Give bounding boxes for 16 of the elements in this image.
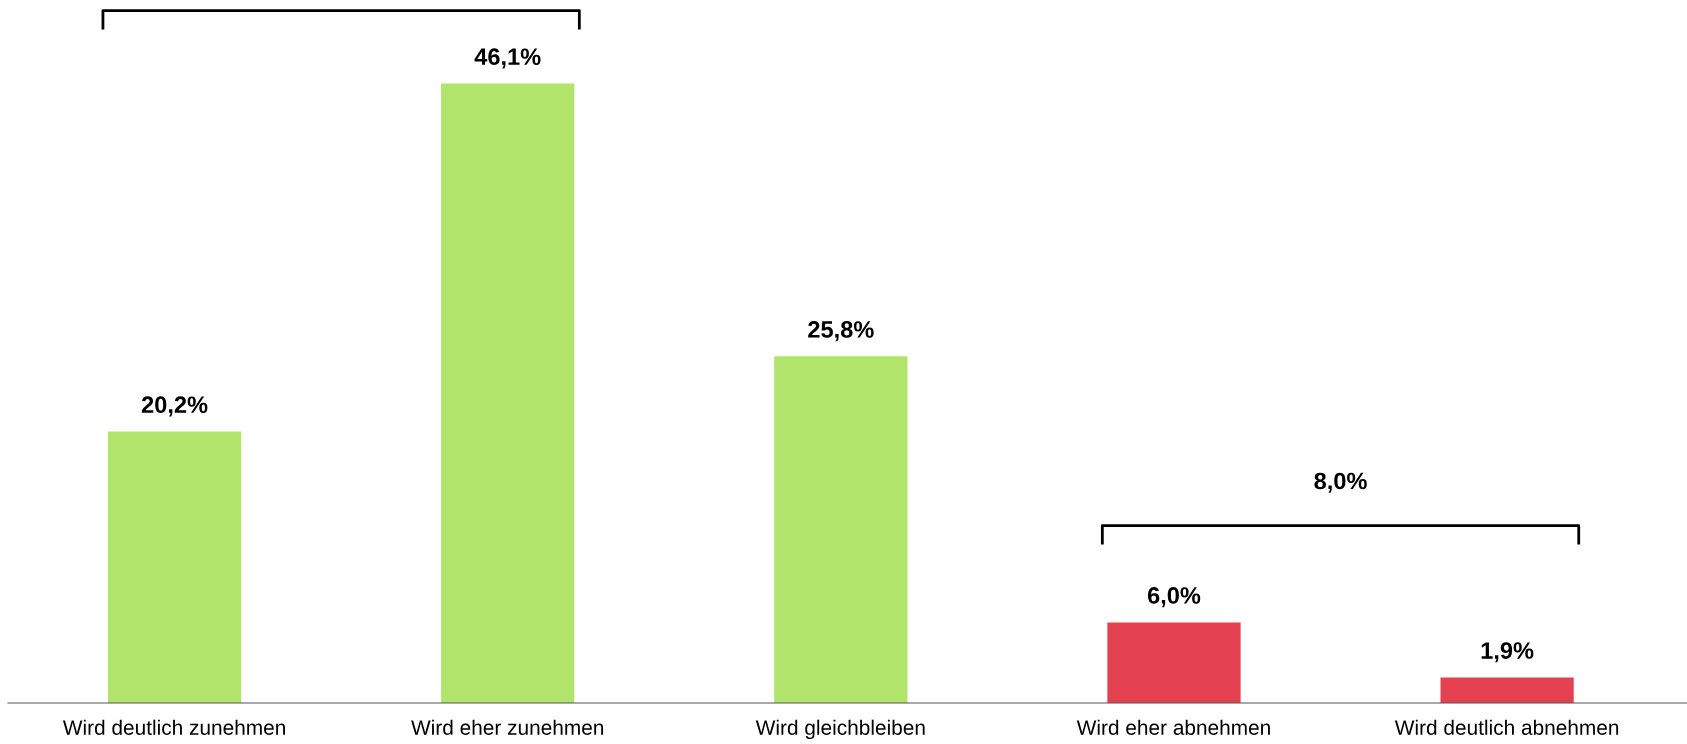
bar (107, 431, 242, 703)
annotation: 8,0% (1314, 472, 1367, 493)
data-label: 25,8% (808, 321, 874, 342)
bar (774, 356, 908, 703)
data-label: 6,0% (1147, 587, 1201, 608)
bar (1440, 677, 1574, 703)
x-tick-label: Wird deutlich zunehmen (62, 719, 285, 735)
x-tick-label: Wird gleichbleiben (755, 719, 925, 740)
x-tick-label: Wird eher zunehmen (411, 719, 604, 735)
x-tick-label: Wird deutlich abnehmen (1394, 719, 1619, 735)
bar (1107, 622, 1241, 703)
data-label: 20,2% (141, 396, 208, 417)
bar (441, 83, 575, 703)
data-label: 46,1% (474, 48, 541, 69)
x-tick-label: Wird eher abnehmen (1076, 719, 1270, 735)
data-label: 1,9% (1481, 642, 1534, 663)
